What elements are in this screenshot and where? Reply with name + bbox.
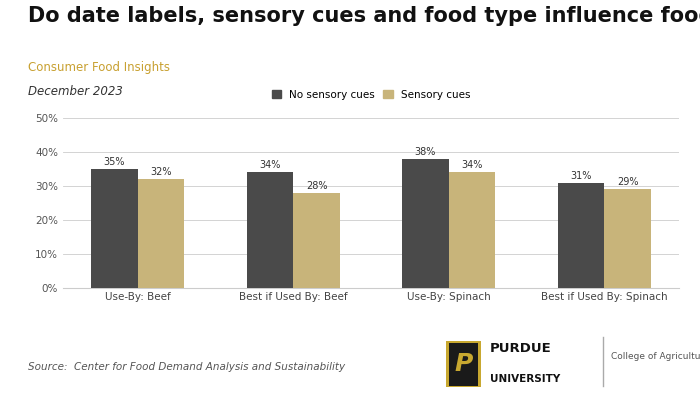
FancyBboxPatch shape (447, 341, 481, 388)
Text: 32%: 32% (150, 167, 172, 177)
Text: Consumer Food Insights: Consumer Food Insights (28, 61, 170, 74)
Text: Do date labels, sensory cues and food type influence food waste?: Do date labels, sensory cues and food ty… (28, 6, 700, 26)
FancyBboxPatch shape (449, 343, 478, 386)
Text: 31%: 31% (570, 171, 592, 180)
Bar (402, 159, 449, 288)
Bar (91, 169, 138, 288)
Text: College of Agriculture: College of Agriculture (611, 352, 700, 361)
Text: Source:  Center for Food Demand Analysis and Sustainability: Source: Center for Food Demand Analysis … (28, 362, 345, 372)
Bar (558, 182, 604, 288)
Text: UNIVERSITY: UNIVERSITY (490, 374, 560, 384)
Text: P: P (454, 353, 473, 376)
Bar (138, 179, 184, 288)
Bar (604, 190, 651, 288)
Text: PURDUE: PURDUE (490, 342, 552, 355)
Bar (293, 193, 340, 288)
Text: 29%: 29% (617, 177, 638, 187)
Text: 38%: 38% (415, 147, 436, 157)
Text: 28%: 28% (306, 181, 328, 191)
Text: 34%: 34% (461, 160, 483, 170)
Legend: No sensory cues, Sensory cues: No sensory cues, Sensory cues (272, 89, 470, 100)
Bar (246, 173, 293, 288)
Text: 35%: 35% (104, 157, 125, 167)
Bar (449, 173, 496, 288)
Text: December 2023: December 2023 (28, 85, 123, 98)
Text: 34%: 34% (259, 160, 281, 170)
